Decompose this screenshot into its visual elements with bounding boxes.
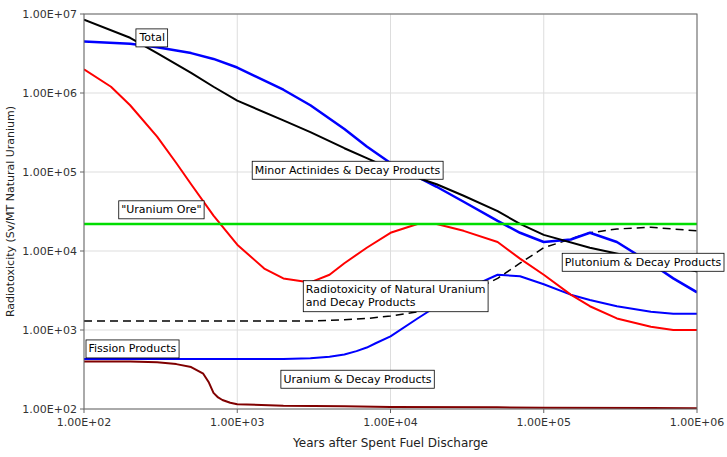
annotation-text: Total <box>138 31 165 44</box>
y-tick <box>80 93 84 94</box>
annotation-text: Uranium & Decay Products <box>283 373 431 386</box>
series-line <box>84 275 697 359</box>
background <box>0 0 727 457</box>
x-axis-label: Years after Spent Fuel Discharge <box>292 436 488 450</box>
annotation-text: Fission Products <box>89 342 177 355</box>
series-line <box>84 69 697 330</box>
x-grid-line <box>543 14 544 409</box>
plot-frame <box>84 14 697 409</box>
y-tick-label: 1.00E+07 <box>22 8 77 21</box>
y-tick <box>80 330 84 331</box>
x-tick <box>543 409 544 413</box>
grid <box>84 14 697 409</box>
annotation-line: and Decay Products <box>306 296 416 309</box>
annotation-line: Radiotoxicity of Natural Uranium <box>306 283 486 296</box>
annotation-box <box>136 29 168 47</box>
annotation-line: Fission Products <box>89 342 177 355</box>
annotation-box <box>562 253 724 271</box>
x-tick-label: 1.00E+05 <box>516 416 571 429</box>
reference-line <box>84 223 697 226</box>
annotations: Total Minor Actinides & Decay Products "Ur… <box>86 29 724 388</box>
x-tick-label: 1.00E+06 <box>670 416 725 429</box>
annotation-box <box>119 201 204 219</box>
annotation-box <box>281 370 434 388</box>
y-tick-label: 1.00E+04 <box>22 245 77 258</box>
x-tick-label: 1.00E+02 <box>57 416 112 429</box>
annotation-line: Total <box>138 31 165 44</box>
x-grid-line <box>237 14 238 409</box>
annotation-box <box>303 281 488 312</box>
annotation-box <box>252 161 443 179</box>
series-line <box>84 20 697 272</box>
axes: 1.00E+02 1.00E+03 1.00E+04 1.00E+05 1.00E+06… <box>22 8 724 429</box>
annotation-text: "Uranium Ore" <box>121 203 201 216</box>
annotation: Minor Actinides & Decay Products <box>252 161 443 179</box>
annotation-line: Minor Actinides & Decay Products <box>255 164 441 177</box>
x-tick-label: 1.00E+04 <box>363 416 418 429</box>
annotation: Plutonium & Decay Products <box>562 253 724 271</box>
annotation-line: "Uranium Ore" <box>121 203 201 216</box>
x-tick <box>697 409 698 413</box>
y-tick <box>80 251 84 252</box>
y-tick-label: 1.00E+03 <box>22 324 77 337</box>
y-grid-line <box>84 93 697 94</box>
y-tick-label: 1.00E+06 <box>22 87 77 100</box>
annotation-box <box>86 340 179 358</box>
y-axis-label: Radiotoxicity (Sv/MT Natural Uranium) <box>4 106 17 317</box>
y-tick <box>80 14 84 15</box>
plot-area <box>84 20 697 409</box>
annotation: "Uranium Ore" <box>119 201 204 219</box>
x-tick-label: 1.00E+03 <box>210 416 265 429</box>
annotation-text: Radiotoxicity of Natural Uraniumand Deca… <box>306 283 486 309</box>
y-tick <box>80 172 84 173</box>
y-tick-label: 1.00E+05 <box>22 166 77 179</box>
x-tick <box>84 409 85 413</box>
annotation-text: Minor Actinides & Decay Products <box>255 164 441 177</box>
chart: 1.00E+02 1.00E+03 1.00E+04 1.00E+05 1.00E+06… <box>0 0 727 457</box>
y-tick-label: 1.00E+02 <box>22 403 77 416</box>
annotation-line: Uranium & Decay Products <box>283 373 431 386</box>
annotation-text: Plutonium & Decay Products <box>565 256 722 269</box>
y-tick <box>80 409 84 410</box>
x-tick <box>237 409 238 413</box>
annotation-line: Plutonium & Decay Products <box>565 256 722 269</box>
x-tick <box>390 409 391 413</box>
annotation: Total <box>136 29 168 47</box>
x-grid-line <box>390 14 391 409</box>
annotation: Fission Products <box>86 340 179 358</box>
series-line <box>84 227 697 321</box>
annotation: Uranium & Decay Products <box>281 370 434 388</box>
annotation: Radiotoxicity of Natural Uraniumand Deca… <box>303 281 488 312</box>
y-grid-line <box>84 330 697 331</box>
series-line <box>84 361 697 408</box>
